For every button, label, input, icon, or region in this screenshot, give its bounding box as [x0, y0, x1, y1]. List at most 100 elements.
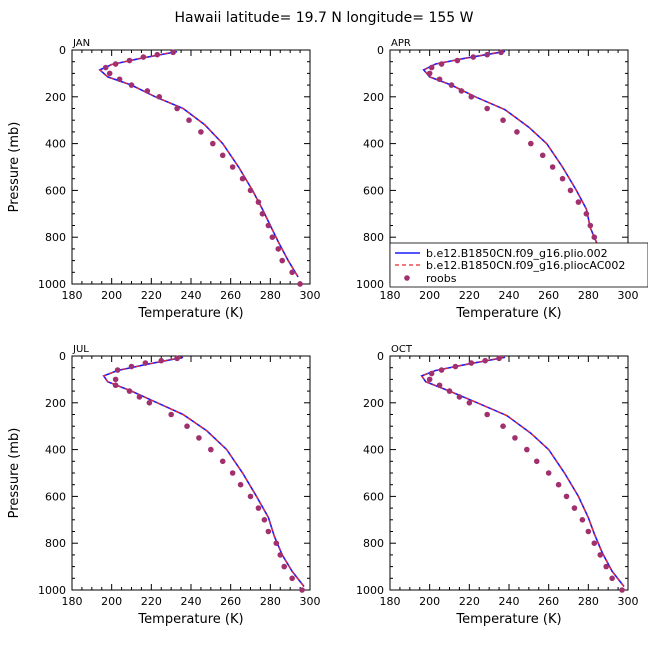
roobs-point	[265, 528, 272, 535]
panel-jul: 180 200 220 240 260 280 300 0 200 400 600 800 1000 Te…	[7, 344, 321, 627]
y-tick-label: 1000	[356, 278, 384, 291]
roobs-point	[255, 505, 262, 511]
plot-frame	[71, 355, 311, 591]
x-axis-label: Temperature (K)	[137, 612, 243, 627]
roobs-point	[583, 211, 590, 217]
roobs-point	[170, 49, 176, 56]
x-tick-label: 280	[260, 289, 281, 302]
roobs-point	[587, 222, 594, 229]
x-axis-label: Temperature (K)	[455, 612, 561, 627]
roobs-point	[446, 388, 453, 394]
x-tick-label: 220	[141, 595, 162, 608]
panel-label: JUL	[72, 344, 89, 355]
panels: 180 200 220 240 260 280 300 0 200 400 600 800 1000 Te…	[7, 38, 648, 627]
roobs-point	[498, 49, 504, 56]
roobs-point	[273, 540, 280, 546]
roobs-point	[269, 234, 276, 240]
roobs-point	[603, 563, 609, 570]
roobs-point	[484, 51, 490, 58]
y-axis-label: Pressure (mb)	[7, 122, 22, 213]
legend-swatch-roobs	[404, 275, 410, 281]
y-tick-label: 800	[363, 231, 384, 244]
y-tick-label: 200	[363, 91, 384, 104]
x-tick-label: 240	[181, 289, 202, 302]
roobs-point	[144, 88, 151, 94]
y-tick-label: 400	[363, 444, 384, 457]
y-tick-label: 600	[45, 184, 66, 197]
roobs-point	[186, 117, 192, 123]
y-tick-label: 0	[377, 350, 384, 363]
roobs-point	[261, 517, 268, 523]
y-tick-label: 0	[59, 350, 66, 363]
roobs-point	[128, 363, 135, 370]
roobs-point	[158, 357, 165, 364]
y-tick-label: 1000	[38, 584, 66, 597]
x-tick-label: 180	[380, 289, 401, 302]
x-axis-label: Temperature (K)	[455, 306, 561, 321]
series-line-pliocAC002	[422, 50, 617, 278]
roobs-point	[265, 222, 272, 229]
roobs-point	[484, 105, 490, 112]
roobs-point	[142, 360, 149, 366]
y-tick-label: 800	[363, 537, 384, 550]
roobs-point	[436, 382, 443, 389]
roobs-point	[555, 481, 562, 488]
x-tick-label: 200	[101, 289, 122, 302]
y-tick-label: 200	[45, 91, 66, 104]
y-tick-label: 600	[363, 184, 384, 197]
y-axis-label: Pressure (mb)	[7, 428, 22, 519]
x-tick-label: 260	[538, 595, 559, 608]
roobs-point	[428, 370, 435, 377]
roobs-point	[128, 82, 135, 88]
roobs-point	[426, 70, 433, 77]
roobs-point	[500, 117, 506, 123]
roobs-point	[468, 360, 475, 366]
roobs-point	[116, 76, 123, 83]
x-tick-label: 300	[618, 595, 639, 608]
x-tick-label: 220	[459, 289, 480, 302]
y-tick-label: 200	[45, 397, 66, 410]
x-tick-label: 240	[499, 595, 520, 608]
x-tick-label: 260	[538, 289, 559, 302]
series-line-pliocAC002	[102, 356, 305, 587]
roobs-point	[112, 382, 119, 389]
roobs-point	[484, 411, 490, 418]
y-tick-label: 800	[45, 537, 66, 550]
roobs-point	[579, 517, 586, 523]
roobs-point	[102, 64, 109, 71]
roobs-point	[452, 363, 459, 370]
roobs-point	[539, 152, 546, 159]
legend-box	[389, 242, 648, 288]
roobs-point	[136, 394, 143, 400]
roobs-point	[591, 540, 598, 546]
x-tick-label: 200	[419, 595, 440, 608]
roobs-point	[168, 411, 174, 418]
roobs-point	[247, 187, 254, 194]
roobs-point	[140, 54, 147, 60]
y-tick-label: 800	[45, 231, 66, 244]
y-tick-label: 600	[363, 490, 384, 503]
roobs-point	[575, 199, 582, 205]
series-line-pliocAC002	[420, 356, 625, 587]
roobs-point	[174, 355, 180, 362]
y-tick-label: 400	[45, 138, 66, 151]
x-axis-label: Temperature (K)	[137, 306, 243, 321]
roobs-point	[428, 64, 435, 71]
x-tick-label: 260	[220, 595, 241, 608]
roobs-point	[559, 175, 566, 182]
roobs-point	[609, 575, 615, 582]
roobs-point	[470, 54, 477, 60]
roobs-point	[563, 493, 570, 500]
y-tick-label: 600	[45, 490, 66, 503]
roobs-point	[456, 394, 463, 400]
panel-oct: 180 200 220 240 260 280 300 0 200 400 600 800 1000 Te…	[356, 344, 639, 627]
roobs-point	[496, 355, 502, 362]
panel-label: JAN	[72, 38, 90, 49]
x-tick-label: 300	[618, 289, 639, 302]
roobs-point	[259, 211, 266, 217]
roobs-point	[126, 57, 133, 64]
roobs-point	[567, 187, 574, 194]
roobs-point	[156, 94, 163, 100]
roobs-point	[184, 423, 190, 430]
